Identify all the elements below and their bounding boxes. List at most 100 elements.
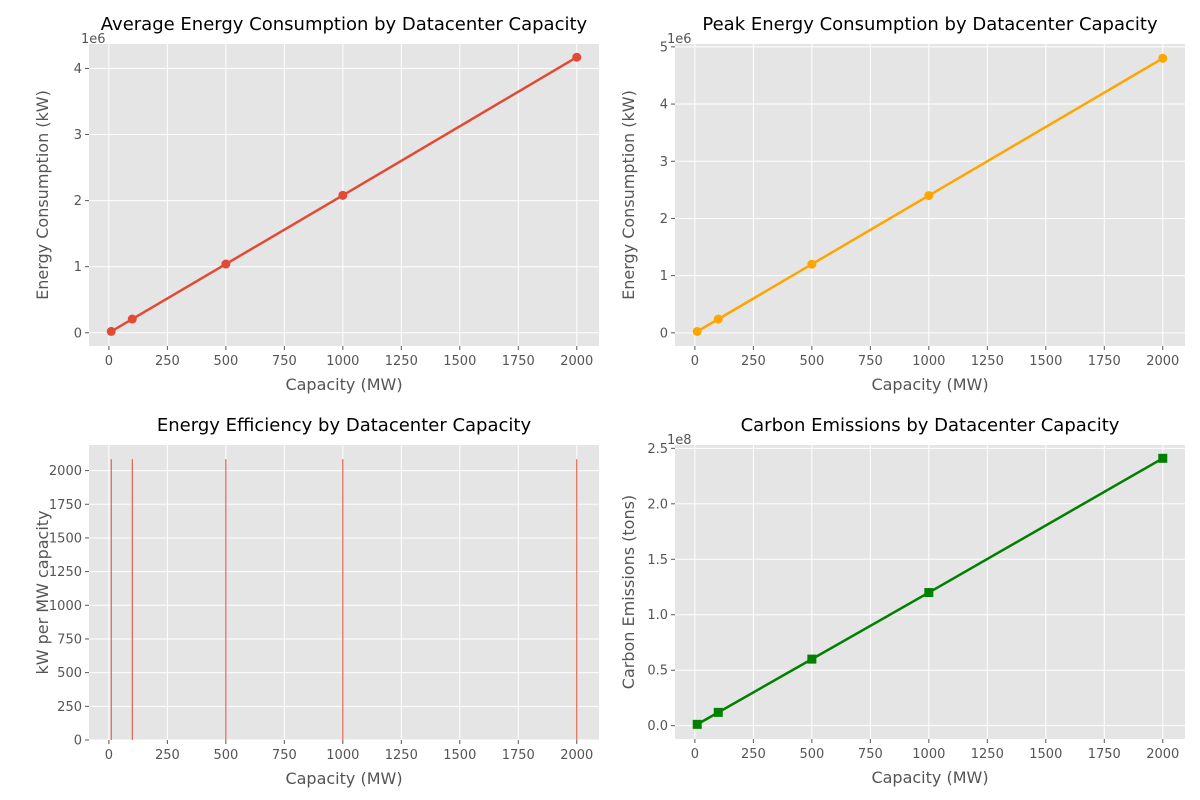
x-tick-label: 250 [155, 354, 180, 369]
bar [342, 459, 344, 740]
y-tick-label: 0 [660, 326, 668, 341]
y-tick-label: 2 [660, 212, 668, 227]
chart-panel-peak-energy: 0 250 500 750 1000 1250 1500 1750 2000 0 1 2 3 4 5 Pea… [619, 14, 1185, 394]
y-axis-label: Energy Consumption (kW) [33, 90, 52, 300]
y-tick-label: 2000 [49, 464, 82, 479]
bar [225, 459, 227, 740]
bar [131, 459, 133, 740]
y-tick-label: 2.5 [647, 442, 668, 457]
data-point [338, 190, 348, 200]
y-tick-label: 1500 [49, 531, 82, 546]
y-tick-label: 1250 [49, 565, 82, 580]
y-tick-label: 750 [57, 632, 82, 647]
y-tick-label: 1000 [49, 599, 82, 614]
x-tick-label: 750 [858, 747, 883, 762]
chart-title: Peak Energy Consumption by Datacenter Ca… [702, 14, 1158, 35]
x-tick-label: 1250 [385, 748, 418, 763]
data-point [692, 326, 702, 336]
y-tick-label: 1.0 [647, 608, 668, 623]
x-tick-label: 1000 [912, 354, 945, 369]
x-tick-label: 1000 [326, 748, 359, 763]
grid [675, 44, 1185, 346]
x-tick-label: 0 [105, 354, 113, 369]
data-point [924, 191, 934, 201]
chart-panel-average-energy: 0 250 500 750 1000 1250 1500 1750 2000 0 1 2 3 4 Aver… [33, 14, 599, 394]
series-marks [106, 52, 582, 336]
y-tick-label: 1.5 [647, 553, 668, 568]
bar [110, 459, 112, 740]
x-tick-label: 1750 [1088, 747, 1121, 762]
x-tick-label: 2000 [1146, 354, 1179, 369]
x-tick-label: 2000 [560, 748, 593, 763]
y-tick-label: 250 [57, 700, 82, 715]
x-tick-label: 1750 [1088, 354, 1121, 369]
data-point [713, 707, 723, 717]
tick-labels: 0 250 500 750 1000 1250 1500 1750 2000 0 1 2 3 4 5 [660, 40, 1180, 369]
x-tick-label: 500 [213, 354, 238, 369]
data-point [1158, 453, 1168, 463]
y-offset-label: 1e6 [81, 32, 106, 47]
data-point [221, 259, 231, 269]
grid [675, 445, 1185, 739]
x-tick-label: 1750 [502, 748, 535, 763]
y-tick-label: 500 [57, 666, 82, 681]
y-tick-label: 3 [74, 128, 82, 143]
x-axis-label: Capacity (MW) [871, 768, 988, 787]
tick-labels: 0 250 500 750 1000 1250 1500 1750 2000 0.0 0.5 1.0 1… [647, 442, 1179, 762]
x-tick-label: 1250 [971, 747, 1004, 762]
y-tick-label: 4 [660, 98, 668, 113]
x-axis-label: Capacity (MW) [285, 375, 402, 394]
chart-title: Energy Efficiency by Datacenter Capacity [157, 415, 532, 436]
data-point [572, 52, 582, 62]
series-marks [110, 459, 578, 740]
data-point [713, 314, 723, 324]
chart-title: Carbon Emissions by Datacenter Capacity [741, 415, 1120, 436]
x-tick-label: 2000 [560, 354, 593, 369]
y-axis-label: kW per MW capacity [33, 510, 52, 674]
data-point [106, 326, 116, 336]
x-tick-label: 250 [155, 748, 180, 763]
x-tick-label: 1500 [1029, 747, 1062, 762]
y-axis-label: Energy Consumption (kW) [619, 90, 638, 300]
y-tick-label: 2 [74, 194, 82, 209]
y-tick-label: 4 [74, 62, 82, 77]
series-marks [692, 453, 1168, 729]
x-tick-label: 750 [272, 748, 297, 763]
x-tick-label: 1750 [502, 354, 535, 369]
x-axis-label: Capacity (MW) [871, 375, 988, 394]
data-point [1158, 53, 1168, 63]
x-tick-label: 1250 [971, 354, 1004, 369]
y-tick-label: 2.0 [647, 497, 668, 512]
data-point [692, 719, 702, 729]
data-point [807, 259, 817, 269]
x-tick-label: 500 [213, 748, 238, 763]
bar [576, 459, 578, 740]
x-tick-label: 500 [799, 354, 824, 369]
x-tick-label: 0 [691, 354, 699, 369]
data-point [127, 314, 137, 324]
y-tick-label: 5 [660, 40, 668, 55]
x-tick-label: 250 [741, 747, 766, 762]
x-tick-label: 500 [799, 747, 824, 762]
x-tick-label: 1000 [912, 747, 945, 762]
grid [89, 44, 599, 346]
y-tick-label: 0 [74, 326, 82, 341]
chart-title: Average Energy Consumption by Datacenter… [101, 14, 588, 35]
y-tick-label: 3 [660, 155, 668, 170]
x-tick-label: 1500 [443, 748, 476, 763]
y-axis-label: Carbon Emissions (tons) [619, 495, 638, 689]
y-tick-label: 1750 [49, 498, 82, 513]
y-offset-label: 1e6 [667, 32, 692, 47]
x-tick-label: 750 [272, 354, 297, 369]
x-tick-label: 0 [691, 747, 699, 762]
plot-area [89, 445, 599, 740]
x-tick-label: 1500 [443, 354, 476, 369]
y-tick-label: 0.0 [647, 719, 668, 734]
chart-panel-energy-efficiency: 0 250 500 750 1000 1250 1500 1750 2000 0 250 500 750… [33, 415, 599, 788]
y-tick-label: 0.5 [647, 664, 668, 679]
x-tick-label: 750 [858, 354, 883, 369]
x-tick-label: 250 [741, 354, 766, 369]
x-tick-label: 0 [105, 748, 113, 763]
series-marks [692, 53, 1168, 336]
